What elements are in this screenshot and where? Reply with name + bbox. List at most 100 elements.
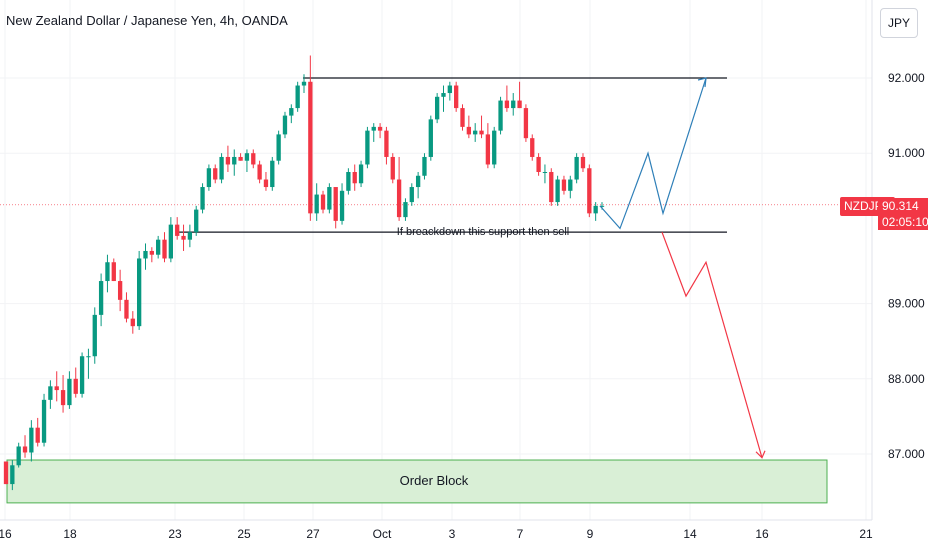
candle-body — [244, 153, 250, 161]
candle-body — [358, 164, 364, 184]
candle-body — [339, 190, 345, 221]
candle-body — [428, 119, 433, 157]
x-tick-label: 3 — [449, 527, 456, 541]
candle-body — [384, 130, 389, 157]
candle-body — [194, 209, 199, 233]
candle-body — [111, 262, 116, 282]
y-tick-label: 89.000 — [888, 297, 925, 311]
candle-body — [29, 427, 34, 453]
candle-body — [124, 299, 129, 319]
bullish-arrowhead — [697, 77, 707, 88]
candle-body — [282, 115, 288, 135]
candle-body — [73, 378, 78, 394]
candle-body — [200, 187, 205, 210]
candle-body — [314, 194, 319, 214]
candle-body — [98, 281, 104, 315]
candle-body — [60, 390, 66, 406]
candle-body — [79, 356, 85, 394]
candle-body — [422, 156, 427, 176]
support-annotation: If breackdown this support then sell — [397, 226, 569, 238]
candle-body — [10, 465, 15, 485]
candle-body — [415, 175, 421, 188]
candle-body — [377, 126, 383, 131]
candle-body — [175, 224, 180, 236]
candle-body — [16, 446, 21, 466]
candle-body — [390, 156, 395, 180]
last-price-value: 90.314 — [882, 199, 919, 213]
candle-body — [219, 156, 224, 180]
candle-body — [67, 378, 72, 406]
candle-body — [105, 262, 110, 282]
candle-body — [530, 138, 535, 157]
candle-body — [492, 130, 497, 165]
candle-body — [409, 187, 414, 203]
y-tick-label: 87.000 — [888, 447, 925, 461]
candle-body — [289, 108, 294, 116]
candle-body — [117, 281, 123, 300]
candle-body — [485, 134, 491, 165]
candle-body — [225, 156, 231, 165]
x-tick-label: 14 — [683, 527, 697, 541]
candle-body — [238, 156, 243, 161]
candle-body — [213, 168, 218, 180]
candle-body — [587, 168, 592, 214]
candle-body — [549, 172, 554, 203]
candle-body — [308, 81, 313, 214]
candle-body — [22, 446, 28, 453]
order-block-label: Order Block — [400, 473, 469, 488]
candle-body — [333, 187, 338, 221]
candle-body — [156, 239, 161, 255]
x-tick-label: 9 — [587, 527, 594, 541]
candle-body — [352, 172, 357, 184]
candle-body — [447, 85, 452, 94]
candle-body — [460, 108, 465, 127]
candle-body — [251, 153, 256, 165]
candle-body — [561, 179, 567, 191]
bar-countdown: 02:05:10 — [882, 215, 929, 229]
candle-body — [542, 172, 548, 173]
candle-body — [555, 179, 560, 203]
candle-body — [48, 386, 53, 400]
candle-body — [517, 100, 522, 109]
candle-body — [441, 93, 446, 97]
candle-body — [301, 81, 307, 86]
candle-body — [232, 156, 237, 165]
x-tick-label: Oct — [373, 527, 392, 541]
candle-body — [320, 194, 326, 210]
bearish-projection-path — [661, 231, 763, 458]
candle-body — [454, 85, 459, 109]
candle-body — [162, 239, 167, 259]
bullish-projection-path — [599, 77, 707, 230]
candle-body — [504, 100, 510, 109]
candle-body — [181, 235, 186, 240]
candle-body — [568, 179, 573, 191]
chart-title: New Zealand Dollar / Japanese Yen, 4h, O… — [6, 13, 288, 28]
candle-body — [54, 386, 59, 391]
candle-body — [257, 164, 262, 180]
candle-body — [536, 156, 541, 172]
x-tick-label: 7 — [517, 527, 524, 541]
candle-body — [403, 202, 408, 218]
currency-button[interactable]: JPY — [880, 8, 918, 38]
candle-body — [295, 85, 300, 109]
candle-body — [187, 232, 193, 240]
bearish-arrowhead — [755, 450, 766, 459]
candle-body — [498, 100, 503, 131]
candle-body — [523, 108, 529, 139]
y-tick-label: 88.000 — [888, 372, 925, 386]
candle-body — [149, 250, 154, 255]
y-tick-label: 92.000 — [888, 71, 925, 85]
candle-body — [143, 250, 148, 259]
x-tick-label: 25 — [237, 527, 251, 541]
candle-body — [86, 356, 91, 358]
candle-body — [327, 187, 332, 210]
y-tick-label: 91.000 — [888, 146, 925, 160]
candle-body — [346, 172, 351, 191]
x-tick-label: 27 — [306, 527, 320, 541]
candle-body — [473, 130, 478, 135]
candle-body — [434, 96, 440, 120]
candle-body — [599, 205, 605, 207]
x-tick-label: 16 — [0, 527, 12, 541]
